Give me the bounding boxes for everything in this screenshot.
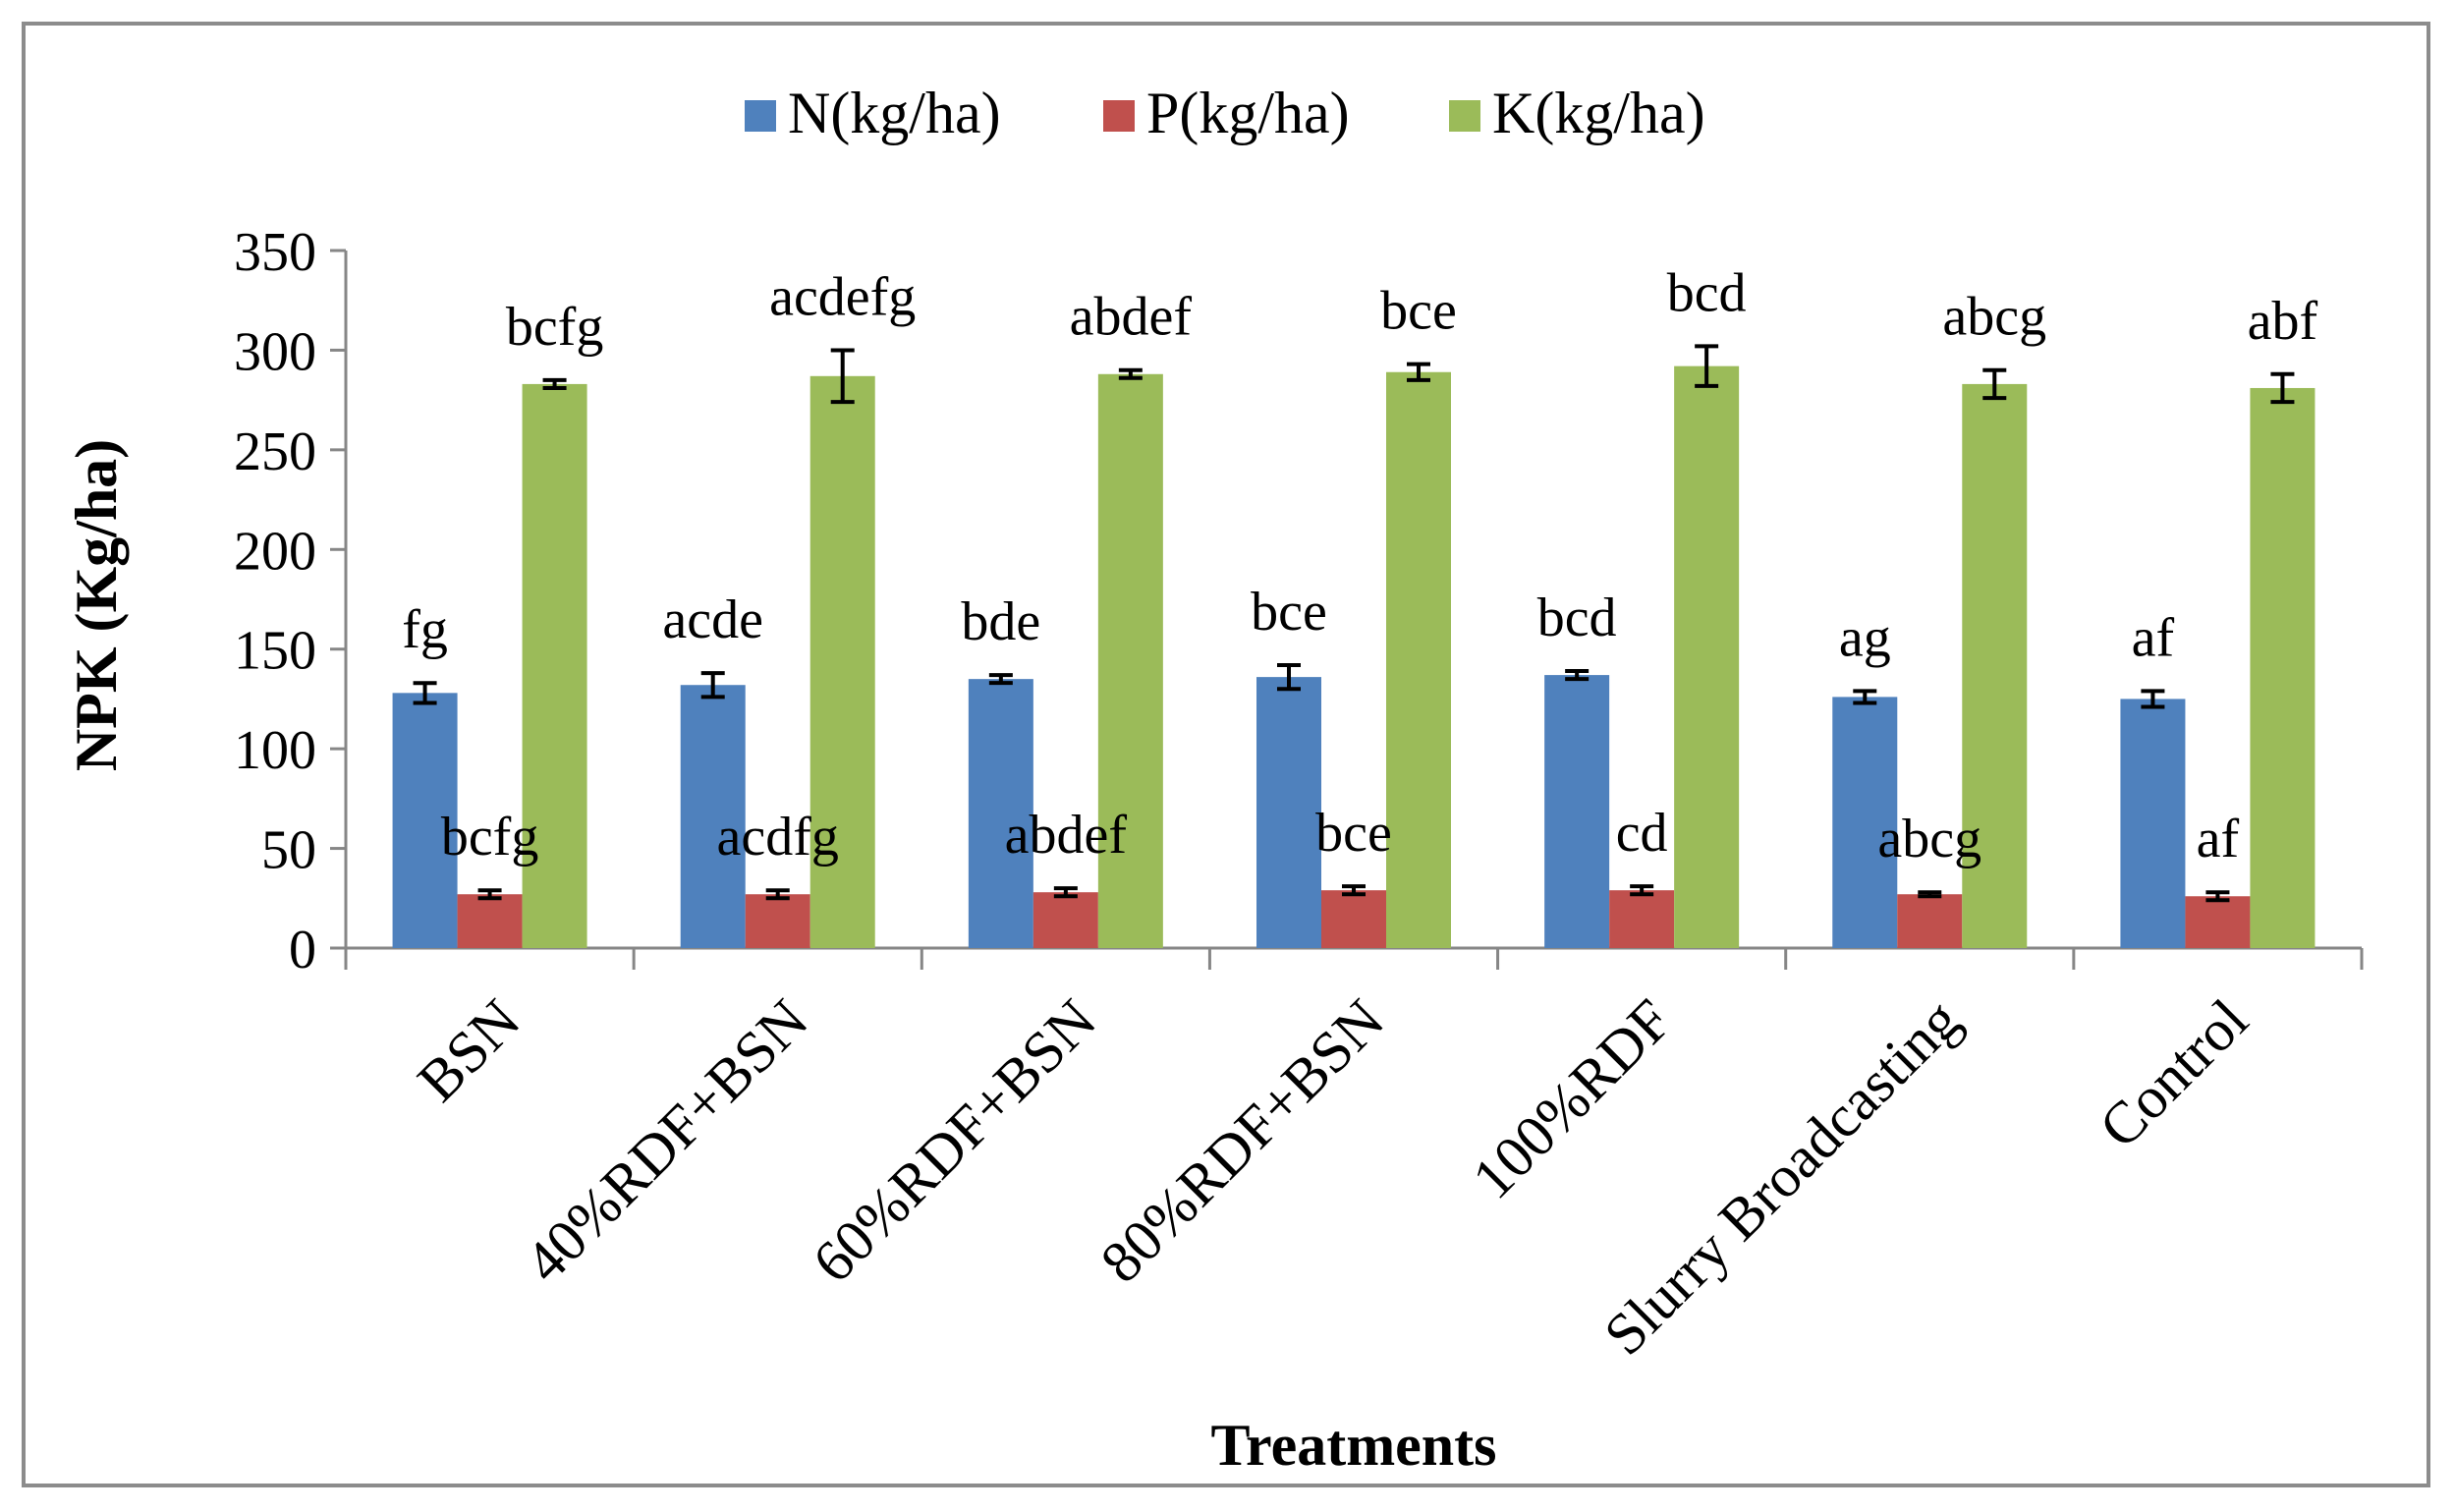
significance-label-n-kg-ha-control: af xyxy=(2132,607,2175,668)
y-tick-label: 250 xyxy=(234,421,316,482)
bar-k-kg-ha-40-rdf-bsn xyxy=(809,375,875,948)
significance-label-k-kg-ha-60-rdf-bsn: abdef xyxy=(1070,287,1193,348)
y-tick-label: 200 xyxy=(234,521,316,582)
bar-n-kg-ha-40-rdf-bsn xyxy=(680,685,746,948)
error-bar-p-kg-ha-slurry-broadcasting xyxy=(1918,890,1942,899)
error-bar-p-kg-ha-100-rdf xyxy=(1630,884,1654,897)
bar-n-kg-ha-60-rdf-bsn xyxy=(968,679,1033,948)
error-bar-n-kg-ha-control xyxy=(2141,689,2165,709)
bar-p-kg-ha-80-rdf-bsn xyxy=(1321,890,1386,948)
bar-n-kg-ha-bsn xyxy=(392,693,458,948)
error-bar-p-kg-ha-40-rdf-bsn xyxy=(765,888,790,901)
significance-label-p-kg-ha-bsn: bcfg xyxy=(441,807,539,868)
significance-label-k-kg-ha-40-rdf-bsn: acdefg xyxy=(769,266,916,327)
error-bar-k-kg-ha-60-rdf-bsn xyxy=(1118,367,1143,380)
error-bar-n-kg-ha-slurry-broadcasting xyxy=(1853,689,1877,705)
error-bar-n-kg-ha-40-rdf-bsn xyxy=(700,671,725,700)
error-bar-n-kg-ha-100-rdf xyxy=(1565,669,1590,682)
bar-p-kg-ha-control xyxy=(2185,896,2251,948)
y-tick-label: 150 xyxy=(234,621,316,682)
x-tick-label-100-rdf: 100%RDF xyxy=(1460,987,1684,1211)
y-tick-label: 300 xyxy=(234,321,316,382)
significance-label-p-kg-ha-80-rdf-bsn: bce xyxy=(1315,803,1392,864)
bar-k-kg-ha-80-rdf-bsn xyxy=(1386,371,1451,948)
bar-k-kg-ha-100-rdf xyxy=(1674,365,1740,949)
error-bar-n-kg-ha-80-rdf-bsn xyxy=(1277,662,1301,692)
x-tick-label-control: Control xyxy=(2087,987,2260,1160)
bar-p-kg-ha-60-rdf-bsn xyxy=(1032,892,1098,948)
legend-label-k-kg-ha: K(kg/ha) xyxy=(1492,81,1705,145)
bar-k-kg-ha-bsn xyxy=(522,383,587,948)
significance-label-p-kg-ha-slurry-broadcasting: abcg xyxy=(1877,809,1981,869)
bar-p-kg-ha-slurry-broadcasting xyxy=(1897,894,1963,948)
bar-n-kg-ha-100-rdf xyxy=(1544,675,1610,948)
x-axis-title: Treatments xyxy=(1210,1413,1496,1478)
bar-p-kg-ha-bsn xyxy=(457,894,523,948)
significance-label-p-kg-ha-40-rdf-bsn: acdfg xyxy=(717,807,839,868)
significance-label-k-kg-ha-slurry-broadcasting: abcg xyxy=(1942,287,2046,348)
bar-n-kg-ha-slurry-broadcasting xyxy=(1832,697,1898,948)
significance-label-n-kg-ha-100-rdf: bcd xyxy=(1537,588,1617,648)
error-bar-p-kg-ha-control xyxy=(2205,890,2230,903)
significance-label-p-kg-ha-60-rdf-bsn: abdef xyxy=(1005,805,1128,866)
significance-label-n-kg-ha-60-rdf-bsn: bde xyxy=(961,591,1040,652)
significance-label-n-kg-ha-slurry-broadcasting: ag xyxy=(1839,607,1891,668)
bars xyxy=(392,365,2316,949)
error-bar-n-kg-ha-bsn xyxy=(413,681,437,705)
error-bar-k-kg-ha-control xyxy=(2270,371,2295,405)
legend-label-n-kg-ha: N(kg/ha) xyxy=(788,81,1001,145)
legend: N(kg/ha) P(kg/ha) K(kg/ha) xyxy=(745,81,1705,145)
error-bar-p-kg-ha-bsn xyxy=(477,888,502,901)
significance-label-p-kg-ha-100-rdf: cd xyxy=(1616,803,1668,864)
y-tick-label: 350 xyxy=(234,222,316,283)
significance-label-n-kg-ha-40-rdf-bsn: acde xyxy=(662,589,763,650)
legend-swatch-k-kg-ha xyxy=(1449,100,1480,132)
x-tick-label-80-rdf-bsn: 80%RDF+BSN xyxy=(1088,987,1396,1295)
bar-p-kg-ha-40-rdf-bsn xyxy=(745,894,810,948)
x-tick-label-60-rdf-bsn: 60%RDF+BSN xyxy=(801,987,1108,1295)
significance-label-n-kg-ha-80-rdf-bsn: bce xyxy=(1251,582,1327,643)
error-bar-k-kg-ha-100-rdf xyxy=(1695,344,1719,388)
significance-label-k-kg-ha-bsn: bcfg xyxy=(506,297,604,358)
error-bar-n-kg-ha-60-rdf-bsn xyxy=(988,673,1013,686)
error-bar-k-kg-ha-80-rdf-bsn xyxy=(1407,362,1430,382)
significance-label-k-kg-ha-control: abf xyxy=(2248,291,2318,352)
bar-k-kg-ha-60-rdf-bsn xyxy=(1097,373,1163,948)
y-tick-label: 50 xyxy=(261,820,316,881)
bar-n-kg-ha-80-rdf-bsn xyxy=(1256,677,1321,948)
bar-k-kg-ha-control xyxy=(2250,387,2316,948)
error-bar-p-kg-ha-80-rdf-bsn xyxy=(1342,884,1366,897)
significance-label-k-kg-ha-100-rdf: bcd xyxy=(1667,262,1747,323)
legend-swatch-n-kg-ha xyxy=(745,100,776,132)
x-tick-label-bsn: BSN xyxy=(406,987,532,1114)
bar-n-kg-ha-control xyxy=(2120,699,2186,948)
significance-label-p-kg-ha-control: af xyxy=(2197,809,2240,869)
significance-label-n-kg-ha-bsn: fg xyxy=(402,599,448,660)
significance-labels: fg acde bde bce bcd ag af bcfg acdfg abdef bce cd ab… xyxy=(402,262,2317,869)
y-tick-label: 0 xyxy=(289,920,316,980)
legend-swatch-p-kg-ha xyxy=(1103,100,1135,132)
significance-label-k-kg-ha-80-rdf-bsn: bce xyxy=(1380,281,1457,342)
y-axis: 0 50 100 150 200 250 300 350 xyxy=(234,222,348,980)
y-tick-label: 100 xyxy=(234,720,316,781)
error-bar-k-kg-ha-bsn xyxy=(542,377,567,390)
legend-label-p-kg-ha: P(kg/ha) xyxy=(1146,81,1350,145)
bar-k-kg-ha-slurry-broadcasting xyxy=(1962,383,2028,948)
error-bar-p-kg-ha-60-rdf-bsn xyxy=(1053,886,1078,899)
error-bars xyxy=(413,344,2295,903)
y-axis-title: NPK (Kg/ha) xyxy=(64,439,129,771)
bar-p-kg-ha-100-rdf xyxy=(1609,890,1675,948)
error-bar-k-kg-ha-40-rdf-bsn xyxy=(830,348,855,405)
error-bar-k-kg-ha-slurry-broadcasting xyxy=(1982,367,2007,401)
x-tick-label-40-rdf-bsn: 40%RDF+BSN xyxy=(512,987,819,1295)
